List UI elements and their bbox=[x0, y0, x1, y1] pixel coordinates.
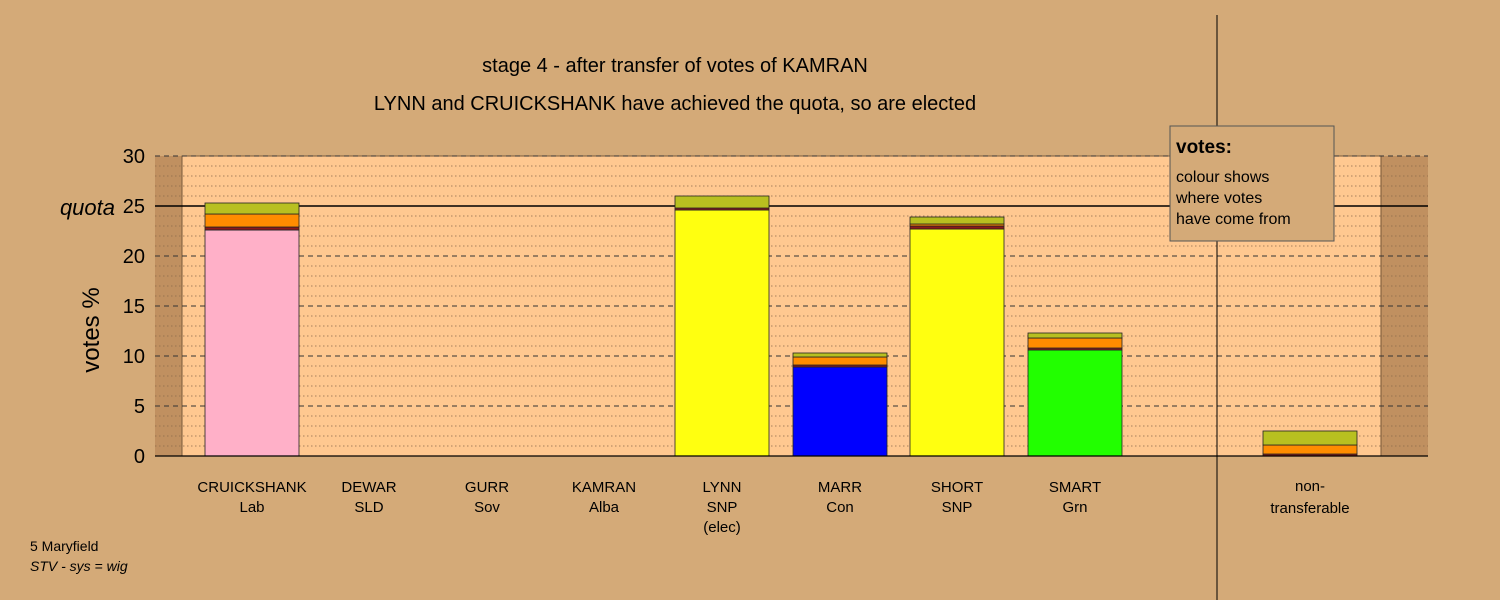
candidate-party: Alba bbox=[589, 499, 620, 516]
candidate-name: CRUICKSHANK bbox=[197, 479, 306, 496]
candidate-name: DEWAR bbox=[341, 479, 396, 496]
candidate-name: GURR bbox=[465, 479, 509, 496]
axes bbox=[155, 15, 1428, 600]
bar-segment bbox=[1027, 332, 1123, 339]
candidate-name: SHORT bbox=[931, 479, 983, 496]
chart-title: stage 4 - after transfer of votes of KAM… bbox=[482, 55, 868, 77]
candidate-party: Con bbox=[826, 499, 854, 516]
bar-segment bbox=[674, 209, 770, 457]
footer-system: STV - sys = wig bbox=[30, 558, 128, 574]
bar-segment bbox=[204, 229, 300, 457]
bar-smart bbox=[1027, 332, 1123, 457]
bar-nontransferable bbox=[1262, 430, 1358, 457]
legend-line: have come from bbox=[1176, 211, 1291, 228]
bar-segment bbox=[792, 366, 888, 457]
bar-lynn bbox=[674, 195, 770, 457]
nontransferable-label: transferable bbox=[1270, 500, 1349, 517]
y-axis-label: votes % bbox=[78, 287, 105, 372]
candidate-party: SNP bbox=[707, 499, 738, 516]
chart-subtitle: LYNN and CRUICKSHANK have achieved the q… bbox=[374, 93, 976, 115]
legend-line: colour shows bbox=[1176, 169, 1269, 186]
bar-segment bbox=[909, 228, 1005, 457]
legend-line: where votes bbox=[1175, 190, 1262, 207]
bar-segment bbox=[204, 213, 300, 228]
candidate-party: SNP bbox=[942, 499, 973, 516]
candidate-name: SMART bbox=[1049, 479, 1101, 496]
y-tick-label: 30 bbox=[123, 146, 145, 168]
bar-short bbox=[909, 216, 1005, 457]
bar-marr bbox=[792, 352, 888, 457]
bars bbox=[204, 195, 1358, 457]
candidate-party: Grn bbox=[1062, 499, 1087, 516]
bar-segment bbox=[792, 352, 888, 358]
bar-segment bbox=[1027, 337, 1123, 349]
candidate-party: Sov bbox=[474, 499, 500, 516]
bar-segment bbox=[674, 195, 770, 209]
legend-box bbox=[1169, 125, 1335, 242]
candidate-name: LYNN bbox=[703, 479, 742, 496]
bar-segment bbox=[909, 225, 1005, 230]
candidate-party: SLD bbox=[354, 499, 383, 516]
y-tick-label: 20 bbox=[123, 246, 145, 268]
y-tick-labels: 0 5 10 15 20 25 30 bbox=[123, 146, 145, 468]
y-tick-label: 10 bbox=[123, 346, 145, 368]
footer-ward: 5 Maryfield bbox=[30, 538, 98, 554]
candidate-note: (elec) bbox=[703, 519, 741, 536]
bar-segment bbox=[1262, 430, 1358, 446]
candidate-name: KAMRAN bbox=[572, 479, 636, 496]
gridlines bbox=[155, 155, 1428, 447]
candidate-party: Lab bbox=[239, 499, 264, 516]
y-tick-label: 0 bbox=[134, 446, 145, 468]
legend-title: votes: bbox=[1176, 137, 1232, 158]
bar-segment bbox=[204, 202, 300, 215]
bar-cruickshank bbox=[204, 202, 300, 457]
candidate-name: MARR bbox=[818, 479, 862, 496]
x-category-labels: CRUICKSHANK Lab DEWAR SLD GURR Sov KAMRAN Alba L… bbox=[197, 478, 1349, 536]
nontransferable-label: non- bbox=[1295, 478, 1325, 495]
bar-segment bbox=[909, 216, 1005, 225]
bar-segment bbox=[204, 226, 300, 231]
y-tick-label: 15 bbox=[123, 296, 145, 318]
bar-segment bbox=[1262, 444, 1358, 455]
bar-segment bbox=[1027, 349, 1123, 457]
y-tick-label: 25 bbox=[123, 196, 145, 218]
y-tick-label: 5 bbox=[134, 396, 145, 418]
bar-segment bbox=[792, 356, 888, 366]
legend: votes: colour shows where votes have com… bbox=[1169, 125, 1335, 242]
quota-label: quota bbox=[60, 195, 115, 220]
